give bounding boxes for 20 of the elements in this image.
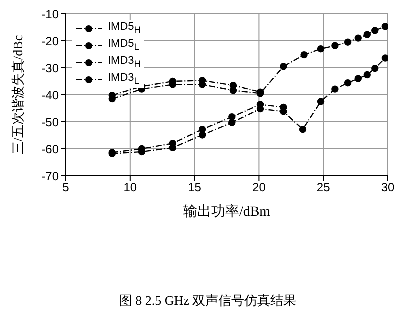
legend-label: IMD5$_{L}$ [108, 38, 140, 53]
y-axis-title: 三/五次谐波失真/dBc [10, 35, 26, 155]
legend-label: IMD3$_{L}$ [108, 72, 140, 87]
y-tick-label: -40 [42, 88, 60, 102]
y-tick-label: -50 [42, 115, 60, 130]
x-tick-label: 15 [188, 180, 202, 195]
text: 图 8 2.5 GHz 双声信号仿真结果 [118, 292, 298, 310]
x-axis-title: 输出功率/dBm [183, 204, 271, 220]
legend-label: IMD3$_{H}$ [108, 55, 141, 70]
y-tick-label: -70 [42, 169, 60, 184]
x-tick-label: 10 [124, 180, 138, 195]
x-tick-label: 25 [316, 180, 331, 195]
legend-label: IMD5$_{H}$ [108, 21, 141, 36]
x-tick-label: 20 [252, 180, 266, 195]
x-tick-label: 5 [62, 180, 70, 195]
y-tick-label: -20 [42, 34, 60, 48]
y-tick-label: -60 [42, 142, 60, 156]
y-tick-label: -10 [42, 7, 60, 22]
x-tick-label: 30 [381, 180, 395, 195]
y-tick-label: -30 [42, 61, 60, 76]
